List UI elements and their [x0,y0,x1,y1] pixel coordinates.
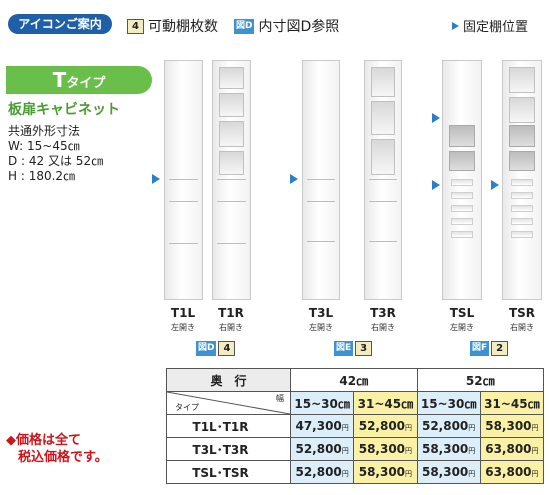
fixed-shelf-arrow-icon [432,113,440,123]
figure-ref-t3: 図E 3 [334,341,373,356]
width-range-header: 31~45㎝ [479,391,545,415]
corner-diagonal [167,392,290,414]
price-cell: 58,300円 [353,460,418,484]
legend-title: アイコンご案内 [8,14,112,34]
price-cell: 63,800円 [479,460,545,484]
cabinet-title: 板扉キャビネット [8,102,120,118]
width-range-header: 15~30㎝ [289,391,355,415]
cabinet-illustration-t1l [164,60,203,300]
cabinet-name: TSL [449,306,475,320]
shelf-count-badge-icon: 4 [127,18,144,34]
figure-ref-badge-icon: 図D [234,18,255,34]
cabinet-illustration-t3r [364,60,402,300]
legend-fixed-shelf: 固定棚位置 [452,16,528,35]
type-suffix: タイプ [66,76,106,91]
cabinet-illustration-tsr [502,60,542,300]
price-cell: 52,800円 [416,414,481,438]
cabinet-opening: 左開き [309,323,333,332]
legend-movable-label: 可動棚枚数 [148,19,218,35]
dims-header: 共通外形寸法 [8,124,81,138]
price-cell: 58,300円 [353,437,418,461]
table-row: T3L･T3R 52,800円 58,300円 58,300円 63,800円 [166,437,545,461]
cabinet-opening: 右開き [510,323,534,332]
cabinet-opening: 左開き [450,323,474,332]
row-label: T1L･T1R [166,414,291,438]
dims-width: W: 15~45㎝ [8,139,80,153]
table-corner: 幅 タイプ [166,391,291,415]
shelf-count-badge-icon: 3 [355,341,373,356]
fixed-shelf-arrow-icon [491,180,499,190]
legend-fixed-shelf-label: 固定棚位置 [463,20,529,35]
width-range-header: 31~45㎝ [353,391,418,415]
shelf-count-badge-icon: 2 [491,341,509,356]
fixed-shelf-arrow-icon [290,174,298,184]
cabinet-opening: 右開き [371,323,395,332]
price-table: 奥 行 42㎝ 52㎝ 幅 タイプ 15~30㎝ 31~45㎝ 15~30㎝ 3… [166,368,545,484]
width-range-header: 15~30㎝ [416,391,481,415]
row-label: T3L･T3R [166,437,291,461]
cabinet-name: T3L [308,306,334,320]
depth-42-header: 42㎝ [290,368,418,392]
dimensions-block: 共通外形寸法 W: 15~45㎝ D : 42 又は 52㎝ H : 180.2… [8,124,103,184]
cabinet-opening: 右開き [219,323,243,332]
fixed-shelf-arrow-icon [432,180,440,190]
price-cell: 52,800円 [289,437,355,461]
legend-inner-dim-label: 内寸図D参照 [258,19,340,35]
figure-ref-ts: 図F 2 [470,341,509,356]
legend-inner-dim: 図D 内寸図D参照 [234,16,339,36]
cabinet-name: T1R [218,306,244,320]
depth-52-header: 52㎝ [416,368,544,392]
price-cell: 58,300円 [416,460,481,484]
figure-ref-badge-icon: 図E [334,341,354,356]
type-letter: T [52,68,67,92]
type-label: タイプ [175,403,199,412]
dims-height: H : 180.2㎝ [8,169,76,183]
tax-note: ◆価格は全て 税込価格です。 [6,432,108,466]
legend-movable-shelves: 4 可動棚枚数 [127,16,218,36]
price-cell: 58,300円 [416,437,481,461]
width-label: 幅 [276,394,284,403]
cabinet-name: TSR [508,306,536,320]
figure-ref-badge-icon: 図F [470,341,490,356]
figure-ref-t1: 図D 4 [196,341,236,356]
cabinet-name: T1L [170,306,196,320]
tax-note-line1: ◆価格は全て [6,433,81,448]
cabinet-illustration-t3l [302,60,340,300]
price-cell: 47,300円 [289,414,355,438]
shelf-count-badge-icon: 4 [218,341,236,356]
price-cell: 52,800円 [353,414,418,438]
fixed-shelf-arrow-icon [152,174,160,184]
cabinet-name: T3R [370,306,396,320]
type-heading: Tタイプ [6,66,152,94]
cabinet-illustration-t1r [212,60,251,300]
price-cell: 58,300円 [479,414,545,438]
table-row: T1L･T1R 47,300円 52,800円 52,800円 58,300円 [166,414,545,438]
triangle-marker-icon [452,21,459,30]
row-label: TSL･TSR [166,460,291,484]
price-cell: 63,800円 [479,437,545,461]
cabinet-opening: 左開き [171,323,195,332]
tax-note-line2: 税込価格です。 [18,450,108,465]
price-cell: 52,800円 [289,460,355,484]
cabinet-illustration-tsl [442,60,482,300]
dims-depth: D : 42 又は 52㎝ [8,154,104,168]
table-row: TSL･TSR 52,800円 58,300円 58,300円 63,800円 [166,460,545,484]
figure-ref-badge-icon: 図D [196,341,217,356]
depth-label: 奥 行 [166,368,291,392]
